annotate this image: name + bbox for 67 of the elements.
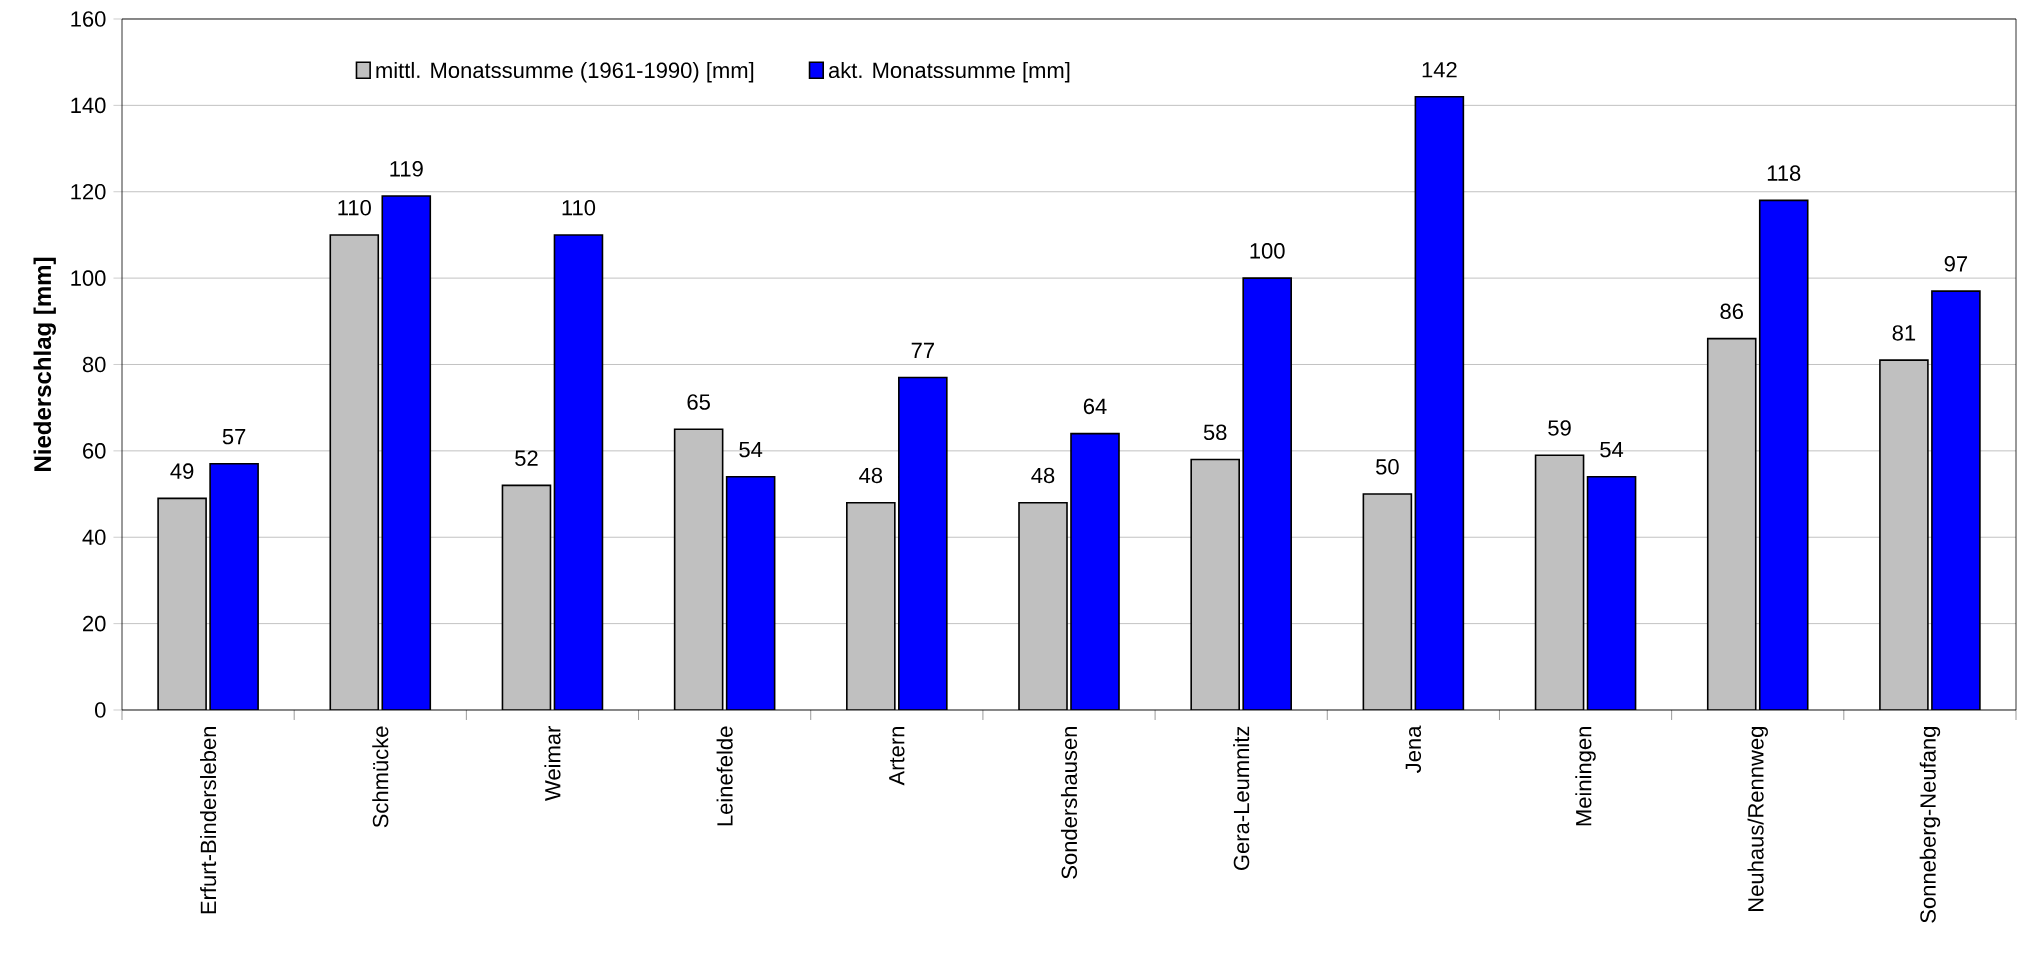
data-label: 49 <box>170 463 194 479</box>
legend-label: mittl. Monatssumme (1961-1990) [mm] <box>376 61 754 83</box>
bar <box>1414 95 1465 710</box>
data-label: 54 <box>739 441 763 458</box>
data-label: 58 <box>1203 424 1227 441</box>
y-tick-label: 60 <box>83 443 106 459</box>
data-label: 86 <box>1720 303 1743 320</box>
bar <box>502 485 551 710</box>
data-label: 110 <box>562 199 596 216</box>
bar <box>725 475 776 710</box>
bar <box>1586 475 1637 710</box>
bar <box>157 497 207 710</box>
y-tick-label: 100 <box>71 270 106 286</box>
data-label: 142 <box>1422 61 1457 78</box>
x-tick-label: Weimar <box>544 725 561 801</box>
data-label: 110 <box>338 199 371 216</box>
data-label: 118 <box>1767 165 1801 181</box>
x-tick-label: Jena <box>1405 725 1422 773</box>
y-tick-label: 160 <box>71 11 106 27</box>
x-tick-label: Sonneberg-Neufang <box>1919 727 1941 923</box>
bar <box>209 463 259 710</box>
bar <box>1758 199 1809 710</box>
bar <box>1242 277 1292 710</box>
data-label: 64 <box>1083 398 1107 415</box>
data-label: 52 <box>515 450 538 466</box>
bar <box>1706 337 1757 710</box>
x-tick-label: Neuhaus/Rennweg <box>1747 727 1768 911</box>
y-tick-label: 120 <box>71 183 106 200</box>
data-label: 65 <box>687 394 710 410</box>
bar <box>1534 454 1585 710</box>
x-tick-label: Leinefelde <box>716 726 733 826</box>
bar <box>898 376 948 710</box>
y-tick-label: 0 <box>95 702 106 718</box>
y-tick-label: 40 <box>82 529 106 546</box>
x-tick-label: Gera-Leumnitz <box>1233 726 1250 870</box>
bar <box>381 195 432 710</box>
data-label: 97 <box>1944 256 1968 272</box>
x-tick-label: Meiningen <box>1575 727 1596 826</box>
bar <box>554 234 603 710</box>
data-label: 57 <box>222 429 246 445</box>
x-tick-label: Schmücke <box>372 726 389 828</box>
bar <box>1879 359 1929 710</box>
legend-label: akt. Monatssumme [mm] <box>828 61 1070 83</box>
data-label: 81 <box>1892 325 1916 341</box>
bar <box>1931 290 1981 710</box>
bar <box>1362 493 1413 710</box>
data-label: 119 <box>390 161 423 177</box>
bar <box>1190 458 1240 710</box>
y-axis-title: Niederschlag [mm] <box>33 257 56 471</box>
x-tick-label: Sondershausen <box>1060 727 1078 879</box>
x-tick-label: Artern <box>889 727 905 786</box>
data-label: 48 <box>1031 467 1055 484</box>
data-label: 100 <box>1250 243 1285 259</box>
y-tick-label: 20 <box>83 615 106 632</box>
x-tick-label: Erfurt-Bindersleben <box>200 727 217 914</box>
y-tick-label: 140 <box>71 97 106 114</box>
data-label: 77 <box>911 342 934 358</box>
data-label: 54 <box>1600 441 1624 458</box>
bar <box>846 501 896 710</box>
y-tick-label: 80 <box>82 356 106 373</box>
bar <box>673 428 724 710</box>
data-label: 48 <box>859 467 883 484</box>
data-label: 59 <box>1548 420 1571 436</box>
data-label: 50 <box>1376 459 1399 475</box>
bar <box>1018 501 1068 710</box>
bar <box>329 234 380 710</box>
bar <box>1070 432 1120 710</box>
